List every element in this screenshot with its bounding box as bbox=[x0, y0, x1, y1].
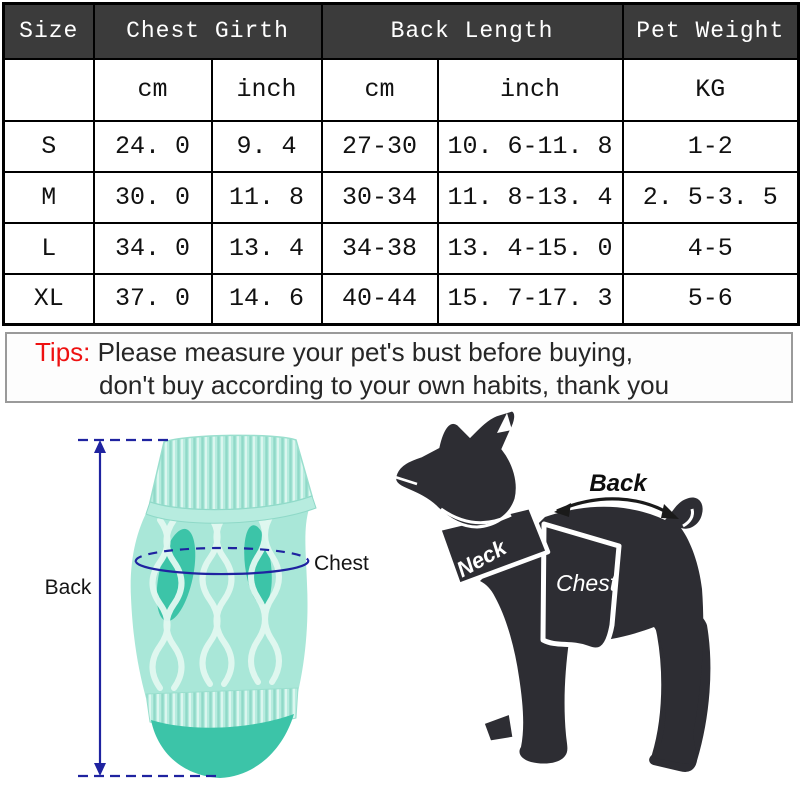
tips-label: Tips: bbox=[35, 337, 91, 367]
cell-chest-inch: 11. 8 bbox=[210, 170, 323, 224]
cell-back-inch: 11. 8-13. 4 bbox=[436, 170, 624, 224]
cell-back-inch: 10. 6-11. 8 bbox=[436, 119, 624, 173]
unit-back-cm: cm bbox=[320, 57, 439, 122]
cell-back-cm: 30-34 bbox=[320, 170, 439, 224]
cell-chest-inch: 14. 6 bbox=[210, 272, 323, 326]
tips-text-2: don't buy according to your own habits, … bbox=[99, 370, 670, 400]
cell-weight: 2. 5-3. 5 bbox=[621, 170, 800, 224]
dog-mouth-line bbox=[394, 475, 418, 486]
chest-ellipse-solid bbox=[135, 559, 310, 576]
column-header-back-length: Back Length bbox=[320, 2, 624, 60]
dog-diagram: Back Neck Chest bbox=[393, 408, 715, 776]
cell-weight: 4-5 bbox=[621, 221, 800, 275]
tips-line-2: don't buy according to your own habits, … bbox=[7, 369, 791, 402]
cell-back-inch: 15. 7-17. 3 bbox=[436, 272, 624, 326]
cell-size: XL bbox=[2, 272, 95, 326]
cell-chest-inch: 9. 4 bbox=[210, 119, 323, 173]
cell-back-cm: 27-30 bbox=[320, 119, 439, 173]
arrow-right-icon bbox=[661, 504, 679, 519]
unit-weight-kg: KG bbox=[621, 57, 800, 122]
column-header-pet-weight: Pet Weight bbox=[621, 2, 800, 60]
cell-chest-cm: 30. 0 bbox=[92, 170, 213, 224]
cell-chest-cm: 37. 0 bbox=[92, 272, 213, 326]
dog-head bbox=[393, 408, 519, 529]
cell-weight: 1-2 bbox=[621, 119, 800, 173]
cell-chest-inch: 13. 4 bbox=[210, 221, 323, 275]
cell-size: S bbox=[2, 119, 95, 173]
cell-size: L bbox=[2, 221, 95, 275]
dog-silhouette bbox=[393, 408, 715, 776]
dog-far-front-foot bbox=[481, 710, 516, 744]
unit-chest-cm: cm bbox=[92, 57, 213, 122]
dog-back-measure bbox=[554, 497, 679, 519]
sweater-lining-bottom bbox=[151, 714, 294, 778]
arrow-down-icon bbox=[94, 763, 106, 776]
sweater-illustration bbox=[130, 434, 317, 778]
sweater-chest-label: Chest bbox=[314, 552, 369, 575]
column-header-size: Size bbox=[2, 2, 95, 60]
dog-chest-panel bbox=[540, 521, 622, 653]
size-chart-table: Size Chest Girth Back Length Pet Weight … bbox=[2, 2, 800, 326]
table-row-xl: XL 37. 0 14. 6 40-44 15. 7-17. 3 5-6 bbox=[2, 272, 800, 326]
chest-girth-measure bbox=[134, 546, 310, 576]
arrow-up-icon bbox=[94, 440, 106, 453]
sweater-collar-roll bbox=[145, 495, 317, 524]
sweater-back-label: Back bbox=[45, 576, 92, 599]
sweater-diagram: Back Chest bbox=[45, 434, 369, 778]
cell-empty bbox=[2, 57, 95, 122]
cell-chest-cm: 34. 0 bbox=[92, 221, 213, 275]
dog-ear-notch bbox=[497, 413, 512, 433]
cell-back-cm: 34-38 bbox=[320, 221, 439, 275]
dog-back-label: Back bbox=[589, 470, 648, 497]
dog-jaw-line bbox=[440, 507, 512, 525]
cell-back-cm: 40-44 bbox=[320, 272, 439, 326]
table-row-l: L 34. 0 13. 4 34-38 13. 4-15. 0 4-5 bbox=[2, 221, 800, 275]
cell-size: M bbox=[2, 170, 95, 224]
unit-chest-inch: inch bbox=[210, 57, 323, 122]
cell-chest-cm: 24. 0 bbox=[92, 119, 213, 173]
dog-chest-label: Chest bbox=[556, 570, 618, 596]
tips-box: Tips: Please measure your pet's bust bef… bbox=[5, 332, 793, 403]
column-header-chest-girth: Chest Girth bbox=[92, 2, 323, 60]
dog-tail-curl-line bbox=[682, 508, 694, 528]
back-length-measure bbox=[78, 438, 218, 778]
arrow-left-icon bbox=[554, 503, 571, 517]
cell-back-inch: 13. 4-15. 0 bbox=[436, 221, 624, 275]
table-row-m: M 30. 0 11. 8 30-34 11. 8-13. 4 2. 5-3. … bbox=[2, 170, 800, 224]
sweater-collar bbox=[149, 434, 313, 511]
unit-back-inch: inch bbox=[436, 57, 624, 122]
cell-weight: 5-6 bbox=[621, 272, 800, 326]
chest-ellipse-dashed bbox=[134, 546, 309, 563]
table-row-s: S 24. 0 9. 4 27-30 10. 6-11. 8 1-2 bbox=[2, 119, 800, 173]
tips-line-1: Tips: Please measure your pet's bust bef… bbox=[7, 334, 791, 369]
tips-text-1: Please measure your pet's bust before bu… bbox=[97, 337, 634, 367]
